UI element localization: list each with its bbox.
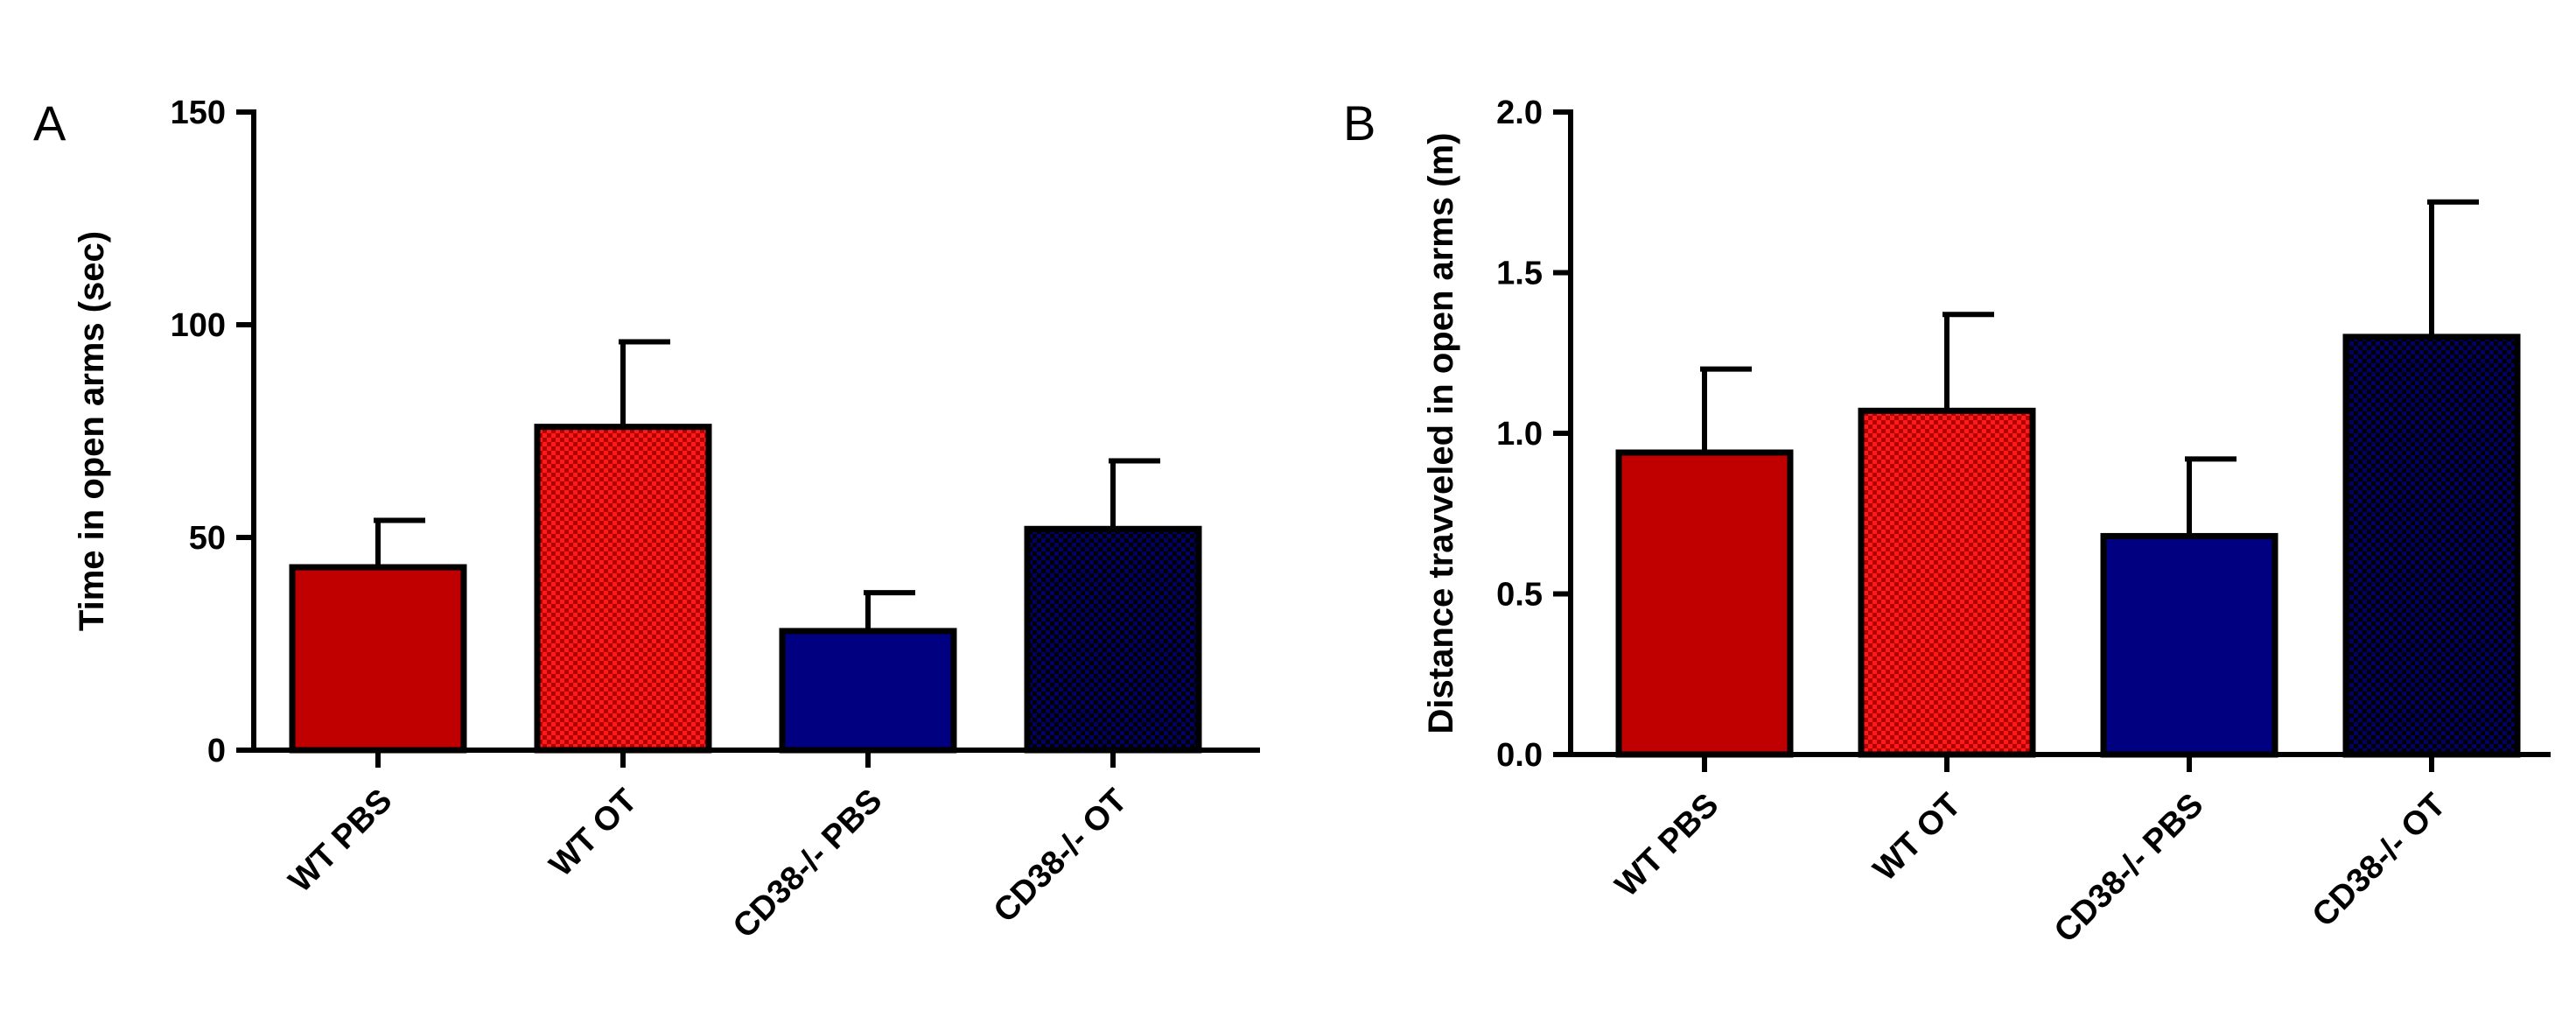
panel-b-letter: B — [1343, 95, 1376, 151]
panel-b-y-tick-label-4: 1.5 — [1496, 256, 1543, 292]
panel-b-x-tick-label-3: CD38-/- PBS — [2048, 787, 2210, 950]
panel-b-y-tick-label-3: 1.0 — [1496, 416, 1543, 453]
panel-a-bar-1 — [289, 564, 467, 754]
panel-a-bar-3 — [779, 628, 957, 754]
panel-b-y-tick-label-2: 0.5 — [1496, 577, 1543, 614]
panel-a-x-tick-label-1: WT PBS — [282, 783, 399, 900]
panel-b-bar-4 — [2342, 333, 2521, 758]
panel-a-x-tick-label-3: CD38-/- PBS — [726, 783, 889, 945]
panel-a-x-tick-label-4: CD38-/- OT — [987, 783, 1135, 930]
panel-a-bar-2 — [534, 424, 712, 754]
panel-a-y-tick-label-2: 50 — [189, 520, 226, 557]
panel-a-y-axis-label: Time in open arms (sec) — [73, 231, 111, 631]
panel-b-bar-1 — [1615, 449, 1794, 758]
panel-a-bar-4 — [1024, 525, 1202, 754]
panel-a-chart: A Time in open arms (sec) WT PBS WT OT CD38-… — [33, 95, 1260, 945]
panel-b-bar-3 — [2100, 532, 2278, 758]
panel-b-y-tick-label-5: 2.0 — [1496, 95, 1543, 131]
panel-b-y-axis-label: Distance travveled in open arms (m) — [1422, 133, 1460, 734]
panel-b-bar-2 — [1858, 407, 2036, 758]
panel-b-x-tick-label-1: WT PBS — [1608, 787, 1726, 904]
panel-a-y-tick-label-1: 0 — [207, 733, 226, 769]
panel-b-y-tick-label-1: 0.0 — [1496, 737, 1543, 774]
panel-b-x-tick-label-4: CD38-/- OT — [2306, 787, 2454, 935]
panel-a-letter: A — [33, 95, 66, 151]
panel-a-y-tick-label-4: 150 — [171, 95, 226, 131]
panel-a-x-tick-label-2: WT OT — [542, 783, 644, 884]
panel-b-chart: B Distance travveled in open arms (m) WT P… — [1343, 95, 2551, 950]
panel-a-y-tick-label-3: 100 — [171, 307, 226, 344]
panel-b-x-tick-label-2: WT OT — [1866, 787, 1968, 888]
